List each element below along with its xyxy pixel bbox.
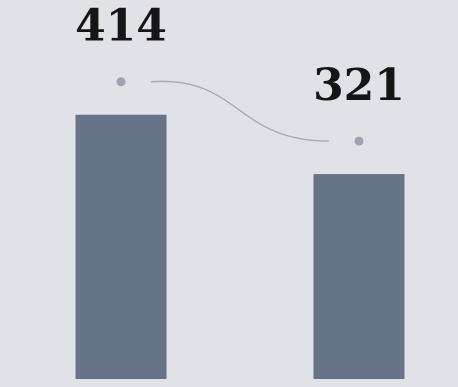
- bar-2: [313, 174, 405, 379]
- bar-marker-1: [116, 77, 126, 87]
- marker-layer: [116, 77, 364, 146]
- value-label-2: 321: [313, 60, 405, 111]
- label-layer: 414 321: [75, 1, 405, 111]
- value-label-1: 414: [75, 1, 167, 52]
- connector-layer: [150, 80, 330, 142]
- bar-1: [75, 114, 167, 379]
- connector-curve: [150, 80, 330, 142]
- bar-layer: [75, 114, 405, 379]
- bar-marker-2: [354, 136, 364, 146]
